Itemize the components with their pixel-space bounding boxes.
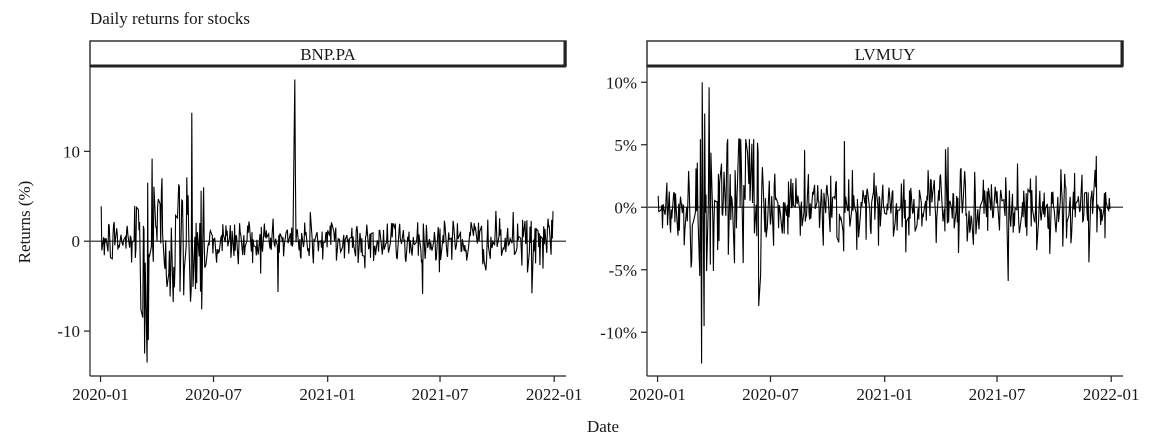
x-tick-label: 2020-01 xyxy=(629,385,686,404)
x-tick-label: 2022-01 xyxy=(526,385,583,404)
x-tick-label: 2021-01 xyxy=(299,385,356,404)
y-tick-label: 10% xyxy=(606,73,637,92)
y-axis-label: Returns (%) xyxy=(15,181,34,264)
x-tick-label: 2021-01 xyxy=(856,385,913,404)
y-ticks-lvmuy: -10% -5% 0% 5% 10% xyxy=(600,73,647,342)
x-ticks-bnp: 2020-01 2020-07 2021-01 2021-07 2022-01 xyxy=(72,375,583,404)
x-tick-label: 2022-01 xyxy=(1083,385,1140,404)
x-tick-label: 2021-07 xyxy=(969,385,1026,404)
y-tick-label: 10 xyxy=(63,142,80,161)
figure-title: Daily returns for stocks xyxy=(90,9,250,28)
panel-lvmuy: LVMUY -10% -5% 0% 5% 10% 2020-01 2020-07 2021-… xyxy=(600,40,1140,404)
series-line-lvmuy xyxy=(657,82,1111,364)
y-ticks-bnp: -10 0 10 xyxy=(57,142,90,341)
y-tick-label: 5% xyxy=(614,136,637,155)
x-tick-label: 2020-07 xyxy=(742,385,799,404)
x-ticks-lvmuy: 2020-01 2020-07 2021-01 2021-07 2022-01 xyxy=(629,375,1140,404)
x-tick-label: 2020-07 xyxy=(185,385,242,404)
y-tick-label: 0 xyxy=(72,232,81,251)
y-tick-label: 0% xyxy=(614,198,637,217)
x-axis-label: Date xyxy=(587,417,619,436)
y-tick-label: -5% xyxy=(609,261,637,280)
y-tick-label: -10% xyxy=(600,323,637,342)
x-tick-label: 2021-07 xyxy=(412,385,469,404)
panel-strip-bnp xyxy=(89,40,567,67)
y-tick-label: -10 xyxy=(57,322,80,341)
panel-title-bnp: BNP.PA xyxy=(300,45,356,64)
series-line-bnp xyxy=(100,79,554,363)
panel-title-lvmuy: LVMUY xyxy=(855,45,916,64)
x-tick-label: 2020-01 xyxy=(72,385,129,404)
panel-bnp: BNP.PA -10 0 10 2020-01 2020-07 2021-01 2021-… xyxy=(57,40,583,404)
